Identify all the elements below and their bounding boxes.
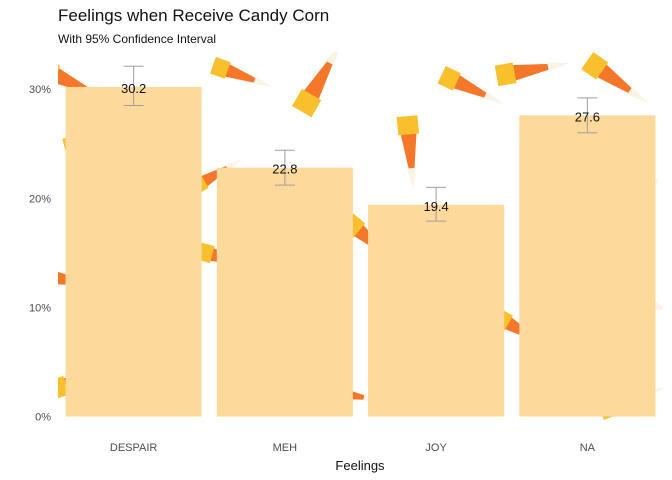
x-tick-label: JOY <box>425 442 447 454</box>
y-tick-label: 0% <box>35 412 51 424</box>
error-bar-joy <box>426 186 447 222</box>
bar-value-label: 22.8 <box>272 162 297 177</box>
y-tick-label: 30% <box>29 84 51 96</box>
y-tick-label: 20% <box>29 193 51 205</box>
candy-corn-icon <box>292 52 351 118</box>
x-axis-title: Feelings <box>335 458 385 473</box>
error-bar-meh <box>274 149 295 186</box>
bar-joy <box>368 204 505 417</box>
bar-na <box>519 115 656 417</box>
bar-despair <box>65 86 202 417</box>
candy-corn-icon <box>210 56 275 95</box>
error-bar-na <box>577 97 598 134</box>
chart-title: Feelings when Receive Candy Corn <box>58 6 330 25</box>
bar-meh <box>216 167 353 417</box>
candy-corn-icon <box>396 115 424 190</box>
x-tick-label: NA <box>580 442 596 454</box>
bar-value-label: 30.2 <box>121 81 146 96</box>
bar-value-label: 19.4 <box>423 199 448 214</box>
chart-subtitle: With 95% Confidence Interval <box>58 32 217 46</box>
candy-corn-icon <box>581 52 653 111</box>
x-tick-label: MEH <box>273 442 298 454</box>
bar-value-label: 27.6 <box>575 109 600 124</box>
x-tick-label: DESPAIR <box>110 442 158 454</box>
error-bar-despair <box>123 65 144 106</box>
candy-corn-icon <box>494 52 571 87</box>
y-tick-label: 10% <box>29 302 51 314</box>
